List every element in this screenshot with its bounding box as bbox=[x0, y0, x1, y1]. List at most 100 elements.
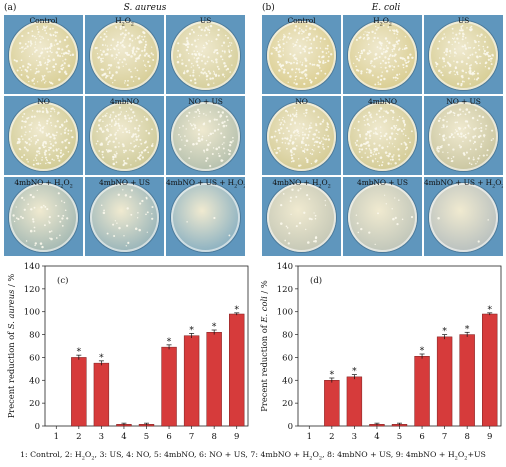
colony-dot bbox=[196, 108, 200, 112]
colony-dot bbox=[209, 111, 212, 113]
colony-dot bbox=[53, 69, 56, 71]
colony-dot bbox=[285, 60, 288, 64]
colony-dot bbox=[47, 39, 49, 41]
colony-dot bbox=[373, 142, 376, 145]
colony-dot bbox=[106, 112, 108, 115]
colony-dot bbox=[313, 212, 315, 214]
colony-dot bbox=[67, 44, 69, 47]
colony-dot bbox=[380, 44, 383, 47]
colony-dot bbox=[369, 137, 371, 140]
colony-dot bbox=[460, 132, 463, 135]
colony-dot bbox=[32, 220, 35, 223]
colony-dot bbox=[392, 47, 396, 51]
colony-dot bbox=[295, 71, 297, 74]
colony-dot bbox=[125, 130, 129, 134]
colony-dot bbox=[294, 57, 298, 60]
colony-dot bbox=[479, 145, 483, 148]
colony-dot bbox=[33, 159, 35, 162]
colony-dot bbox=[49, 50, 52, 53]
x-tick-label: 7 bbox=[442, 432, 447, 442]
colony-dot bbox=[130, 213, 133, 216]
colony-dot bbox=[357, 51, 360, 54]
colony-dot bbox=[372, 160, 374, 163]
colony-dot bbox=[360, 50, 363, 53]
colony-dot bbox=[456, 82, 460, 86]
colony-dot bbox=[138, 34, 141, 37]
colony-dot bbox=[483, 52, 486, 55]
colony-dot bbox=[26, 45, 29, 48]
colony-dot bbox=[133, 140, 135, 142]
colony-dot bbox=[463, 44, 466, 47]
plate-label: Control bbox=[29, 16, 58, 25]
colony-dot bbox=[479, 155, 481, 157]
colony-dot bbox=[324, 72, 327, 75]
colony-dot bbox=[31, 34, 34, 37]
colony-dot bbox=[130, 189, 134, 192]
colony-dot bbox=[313, 37, 316, 40]
colony-dot bbox=[43, 25, 45, 28]
colony-dot bbox=[231, 64, 233, 66]
colony-dot bbox=[441, 127, 443, 129]
colony-dot bbox=[207, 143, 210, 147]
colony-dot bbox=[189, 123, 192, 125]
colony-dot bbox=[313, 63, 316, 66]
colony-dot bbox=[284, 109, 288, 113]
colony-dot bbox=[118, 226, 121, 230]
colony-dot bbox=[15, 206, 17, 208]
colony-dot bbox=[123, 149, 125, 152]
colony-dot bbox=[390, 127, 393, 130]
colony-dot bbox=[286, 41, 288, 43]
colony-dot bbox=[439, 145, 442, 148]
colony-dot bbox=[462, 52, 465, 55]
colony-dot bbox=[203, 29, 207, 32]
colony-dot bbox=[45, 134, 49, 137]
colony-dot bbox=[462, 134, 466, 137]
colony-dot bbox=[145, 65, 147, 68]
colony-dot bbox=[219, 55, 223, 58]
colony-dot bbox=[229, 150, 232, 153]
plate-cell: NO bbox=[262, 96, 341, 175]
colony-dot bbox=[445, 137, 447, 139]
colony-dot bbox=[202, 47, 204, 49]
colony-dot bbox=[375, 28, 378, 31]
colony-dot bbox=[282, 132, 285, 135]
colony-dot bbox=[49, 70, 51, 73]
colony-dot bbox=[297, 32, 301, 35]
colony-dot bbox=[309, 152, 312, 155]
colony-dot bbox=[460, 84, 463, 87]
colony-dot bbox=[304, 114, 307, 117]
colony-dot bbox=[30, 115, 34, 118]
colony-dot bbox=[202, 123, 205, 126]
colony-dot bbox=[124, 128, 127, 131]
colony-dot bbox=[358, 150, 361, 153]
colony-dot bbox=[186, 46, 189, 49]
colony-dot bbox=[450, 52, 452, 54]
colony-dot bbox=[96, 130, 99, 133]
plate-label: US bbox=[457, 16, 470, 25]
colony-dot bbox=[470, 163, 473, 166]
colony-dot bbox=[450, 70, 452, 73]
colony-dot bbox=[42, 76, 44, 78]
colony-dot bbox=[289, 196, 293, 199]
colony-dot bbox=[145, 213, 147, 216]
colony-dot bbox=[444, 65, 447, 67]
colony-dot bbox=[355, 55, 357, 58]
colony-dot bbox=[48, 230, 51, 233]
colony-dot bbox=[200, 71, 203, 74]
colony-dot bbox=[118, 145, 120, 148]
colony-dot bbox=[34, 142, 37, 145]
colony-dot bbox=[35, 134, 38, 137]
colony-dot bbox=[143, 35, 146, 38]
significance-marker: * bbox=[167, 337, 172, 347]
colony-dot bbox=[42, 107, 44, 109]
colony-dot bbox=[58, 148, 60, 150]
colony-dot bbox=[448, 71, 451, 74]
colony-dot bbox=[288, 139, 292, 142]
colony-dot bbox=[48, 146, 50, 149]
colony-dot bbox=[379, 115, 382, 119]
colony-dot bbox=[227, 149, 230, 151]
colony-dot bbox=[274, 47, 276, 50]
colony-dot bbox=[280, 203, 283, 207]
colony-dot bbox=[22, 138, 24, 140]
colony-dot bbox=[48, 118, 50, 120]
